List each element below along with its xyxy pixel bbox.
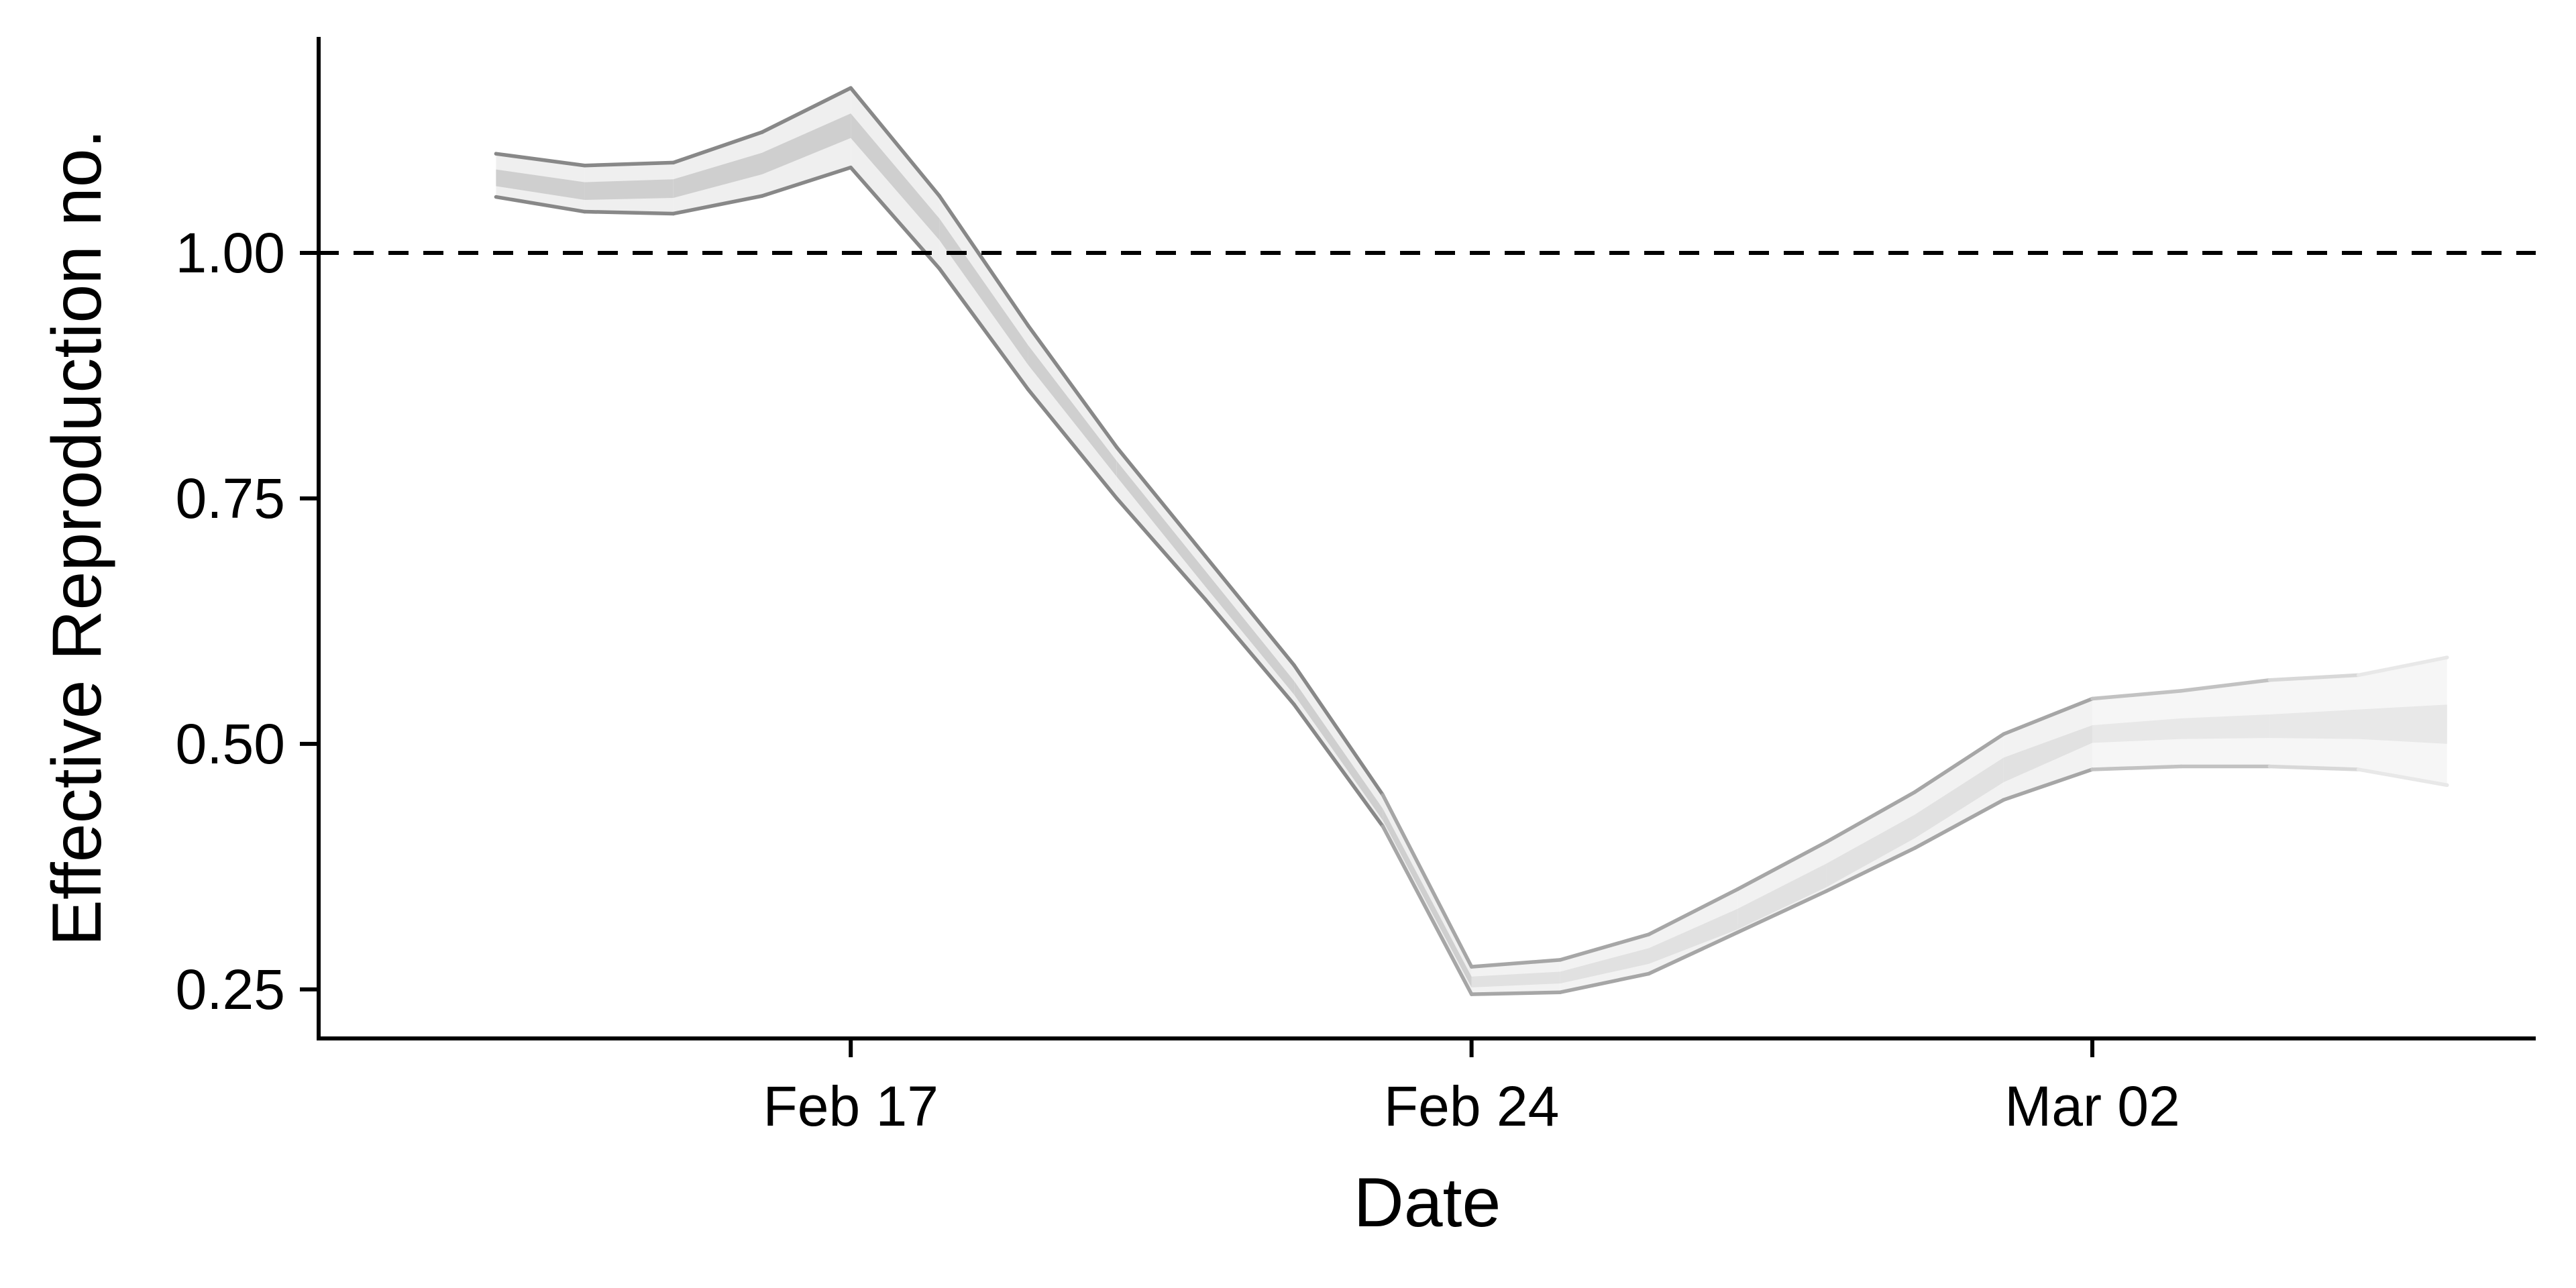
outer-lower-line-segment-9 — [1292, 702, 1385, 828]
outer-lower-line-segment-5 — [937, 266, 1030, 392]
outer-upper-line-segment-12 — [1558, 932, 1651, 962]
outer-lower-line-segment-11 — [1469, 990, 1562, 996]
x-tick-label-0: Feb 17 — [763, 1075, 938, 1138]
outer-lower-line-segment-17 — [2002, 767, 2094, 802]
y-tick-label-0: 0.25 — [176, 958, 286, 1021]
inner-band-segment-9 — [1294, 681, 1383, 821]
inner-band-segment-17 — [2003, 725, 2092, 782]
outer-lower-line-segment-16 — [1913, 798, 2006, 850]
outer-lower-line-segment-13 — [1647, 930, 1739, 976]
outer-upper-line-segment-16 — [1913, 732, 2006, 794]
inner-band-segment-5 — [939, 218, 1028, 365]
inner-band-segment-20 — [2269, 709, 2359, 739]
inner-band-segment-4 — [851, 113, 940, 240]
outer-upper-line-segment-1 — [582, 160, 676, 168]
outer-upper-line-segment-8 — [1203, 554, 1296, 667]
x-tick-label-1: Feb 24 — [1384, 1075, 1560, 1138]
outer-upper-line-segment-15 — [1824, 790, 1917, 845]
outer-upper-line-segment-4 — [849, 86, 942, 198]
inner-band-segment-1 — [584, 179, 674, 200]
outer-upper-line-segment-13 — [1647, 887, 1739, 936]
interval-bound-lines — [494, 86, 2449, 996]
outer-lower-line-segment-15 — [1824, 846, 1917, 894]
outer-upper-line-segment-7 — [1115, 445, 1208, 559]
outer-upper-line-segment-9 — [1292, 663, 1385, 797]
outer-upper-line-segment-3 — [760, 86, 853, 134]
outer-lower-line-segment-12 — [1558, 971, 1651, 994]
outer-upper-line-segment-19 — [2179, 678, 2272, 693]
outer-lower-line-segment-20 — [2267, 764, 2361, 771]
outer-lower-line-segment-8 — [1203, 597, 1296, 707]
outer-upper-line-segment-14 — [1735, 840, 1829, 892]
outer-lower-line-segment-18 — [2090, 764, 2183, 771]
x-ticks: Feb 17 Feb 24 Mar 02 — [763, 1038, 2180, 1138]
outer-upper-line-segment-10 — [1381, 793, 1474, 969]
outer-upper-line-segment-21 — [2356, 655, 2449, 678]
outer-upper-line-segment-20 — [2267, 673, 2361, 682]
outer-lower-line-segment-6 — [1026, 387, 1119, 500]
outer-upper-line-segment-0 — [494, 152, 587, 168]
inner-band-segment-21 — [2358, 704, 2447, 744]
inner-band-segment-0 — [496, 169, 585, 200]
outer-lower-line-segment-10 — [1381, 824, 1474, 996]
inner-band-segment-15 — [1826, 814, 1915, 888]
outer-lower-line-segment-3 — [760, 165, 853, 198]
x-axis-label: Date — [1354, 1164, 1501, 1242]
inner-band-segment-14 — [1737, 863, 1827, 930]
inner-band-segment-16 — [1915, 757, 2004, 839]
inner-band-segment-18 — [2092, 718, 2182, 743]
outer-upper-line-segment-18 — [2090, 689, 2183, 701]
outer-upper-line-segment-11 — [1469, 958, 1562, 969]
inner-band-segment-12 — [1560, 948, 1649, 984]
outer-lower-line-segment-14 — [1735, 889, 1829, 934]
y-tick-label-3: 1.00 — [176, 221, 286, 284]
inner-band-segment-8 — [1205, 571, 1295, 695]
inner-band-segment-10 — [1383, 808, 1472, 987]
y-axis-label: Effective Reproduction no. — [38, 129, 116, 947]
outer-lower-line-segment-21 — [2356, 767, 2449, 788]
outer-upper-line-segment-5 — [937, 194, 1030, 328]
inner-band-segment-3 — [762, 113, 851, 174]
outer-upper-line-segment-6 — [1026, 323, 1119, 449]
outer-lower-line-segment-7 — [1115, 496, 1208, 602]
credible-interval-bands — [496, 88, 2447, 995]
inner-band-segment-7 — [1116, 461, 1205, 587]
outer-lower-line-segment-0 — [494, 195, 587, 214]
outer-lower-line-segment-2 — [672, 194, 764, 216]
inner-band-segment-11 — [1471, 971, 1560, 987]
inner-band-segment-19 — [2181, 714, 2270, 739]
x-tick-label-2: Mar 02 — [2004, 1075, 2180, 1138]
outer-upper-line-segment-2 — [672, 130, 764, 165]
inner-band-segment-13 — [1649, 908, 1738, 964]
outer-lower-line-segment-1 — [582, 209, 676, 216]
y-ticks: 0.25 0.50 0.75 1.00 — [176, 221, 319, 1021]
y-tick-label-1: 0.50 — [176, 712, 286, 775]
inner-band-segment-2 — [673, 152, 762, 199]
outer-upper-line-segment-17 — [2002, 696, 2094, 736]
y-tick-label-2: 0.75 — [176, 467, 286, 530]
inner-band-segment-6 — [1028, 345, 1117, 477]
